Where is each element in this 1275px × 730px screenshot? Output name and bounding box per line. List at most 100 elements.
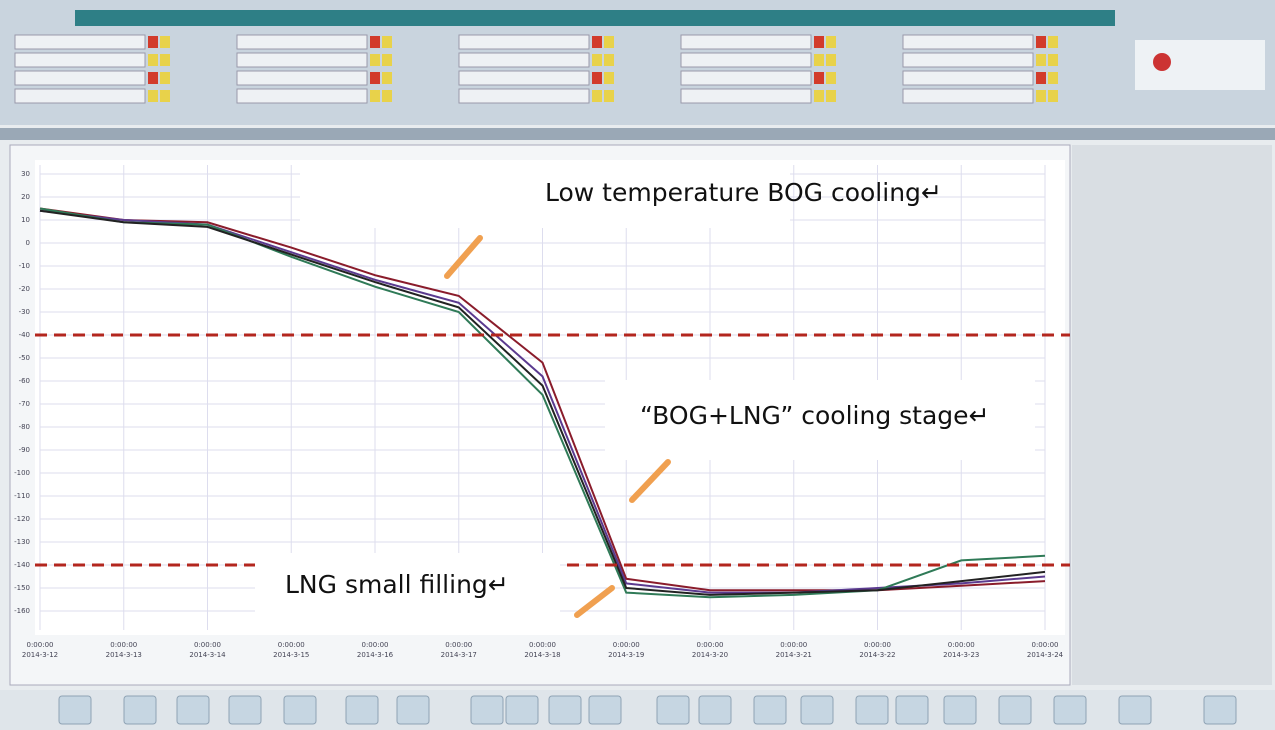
toolbar-button[interactable] bbox=[589, 696, 621, 724]
status-light[interactable] bbox=[370, 54, 380, 66]
toolbar-button[interactable] bbox=[229, 696, 261, 724]
x-tick-time: 0:00:00 bbox=[780, 641, 807, 649]
status-light[interactable] bbox=[370, 72, 380, 84]
status-cell bbox=[237, 71, 367, 85]
status-light[interactable] bbox=[604, 54, 614, 66]
status-light[interactable] bbox=[382, 36, 392, 48]
annotation-text: LNG small filling↵ bbox=[285, 570, 509, 599]
toolbar-button[interactable] bbox=[397, 696, 429, 724]
y-tick-label: -10 bbox=[19, 262, 30, 270]
status-light[interactable] bbox=[148, 90, 158, 102]
status-light[interactable] bbox=[1048, 72, 1058, 84]
status-light[interactable] bbox=[1036, 72, 1046, 84]
status-cell bbox=[459, 53, 589, 67]
status-light[interactable] bbox=[160, 36, 170, 48]
status-light[interactable] bbox=[814, 54, 824, 66]
x-tick-time: 0:00:00 bbox=[278, 641, 305, 649]
splitter bbox=[0, 128, 1275, 140]
toolbar-button[interactable] bbox=[944, 696, 976, 724]
status-light[interactable] bbox=[382, 90, 392, 102]
y-tick-label: -80 bbox=[19, 423, 30, 431]
status-light[interactable] bbox=[1036, 36, 1046, 48]
status-light[interactable] bbox=[826, 90, 836, 102]
toolbar-button[interactable] bbox=[754, 696, 786, 724]
status-cell bbox=[15, 71, 145, 85]
status-light[interactable] bbox=[1036, 54, 1046, 66]
toolbar-button[interactable] bbox=[1119, 696, 1151, 724]
toolbar-button[interactable] bbox=[549, 696, 581, 724]
y-tick-label: -40 bbox=[19, 331, 30, 339]
status-light[interactable] bbox=[160, 54, 170, 66]
toolbar-button[interactable] bbox=[856, 696, 888, 724]
status-cell bbox=[237, 89, 367, 103]
status-light[interactable] bbox=[1036, 90, 1046, 102]
x-tick-label: 2014-3-14 bbox=[189, 651, 226, 659]
status-light[interactable] bbox=[826, 72, 836, 84]
status-cell bbox=[903, 89, 1033, 103]
status-light[interactable] bbox=[382, 72, 392, 84]
toolbar-button[interactable] bbox=[1204, 696, 1236, 724]
status-light[interactable] bbox=[826, 54, 836, 66]
status-light[interactable] bbox=[592, 90, 602, 102]
y-tick-label: -140 bbox=[14, 561, 30, 569]
side-panel bbox=[1072, 145, 1272, 685]
y-tick-label: 10 bbox=[21, 216, 30, 224]
toolbar-button[interactable] bbox=[801, 696, 833, 724]
status-light[interactable] bbox=[604, 72, 614, 84]
status-light[interactable] bbox=[1048, 36, 1058, 48]
status-light[interactable] bbox=[604, 90, 614, 102]
toolbar-button[interactable] bbox=[699, 696, 731, 724]
status-light[interactable] bbox=[1048, 54, 1058, 66]
y-tick-label: 0 bbox=[26, 239, 30, 247]
toolbar-button[interactable] bbox=[346, 696, 378, 724]
toolbar-button[interactable] bbox=[506, 696, 538, 724]
annotation-text: Low temperature BOG cooling↵ bbox=[545, 178, 942, 207]
status-cell bbox=[681, 89, 811, 103]
toolbar-button[interactable] bbox=[896, 696, 928, 724]
x-tick-label: 2014-3-18 bbox=[524, 651, 560, 659]
toolbar-button[interactable] bbox=[471, 696, 503, 724]
status-cell bbox=[459, 71, 589, 85]
y-tick-label: -110 bbox=[14, 492, 30, 500]
toolbar-button[interactable] bbox=[59, 696, 91, 724]
toolbar-button[interactable] bbox=[999, 696, 1031, 724]
y-tick-label: -50 bbox=[19, 354, 30, 362]
status-light[interactable] bbox=[814, 36, 824, 48]
toolbar-button[interactable] bbox=[124, 696, 156, 724]
y-tick-label: -150 bbox=[14, 584, 30, 592]
status-light[interactable] bbox=[826, 36, 836, 48]
status-light[interactable] bbox=[148, 72, 158, 84]
status-cell bbox=[15, 89, 145, 103]
x-tick-time: 0:00:00 bbox=[445, 641, 472, 649]
toolbar-button[interactable] bbox=[1054, 696, 1086, 724]
status-light[interactable] bbox=[370, 90, 380, 102]
status-light[interactable] bbox=[160, 90, 170, 102]
status-light[interactable] bbox=[382, 54, 392, 66]
y-tick-label: -60 bbox=[19, 377, 30, 385]
x-tick-label: 2014-3-16 bbox=[357, 651, 394, 659]
status-light[interactable] bbox=[604, 36, 614, 48]
page: {"chart_data":{"type":"line", "categorie… bbox=[0, 0, 1275, 730]
status-light[interactable] bbox=[1048, 90, 1058, 102]
status-light[interactable] bbox=[592, 72, 602, 84]
x-tick-time: 0:00:00 bbox=[362, 641, 389, 649]
y-tick-label: -130 bbox=[14, 538, 30, 546]
y-tick-label: -30 bbox=[19, 308, 30, 316]
status-light[interactable] bbox=[370, 36, 380, 48]
x-tick-time: 0:00:00 bbox=[1032, 641, 1059, 649]
x-tick-time: 0:00:00 bbox=[697, 641, 724, 649]
status-light[interactable] bbox=[814, 90, 824, 102]
toolbar-button[interactable] bbox=[657, 696, 689, 724]
status-cell bbox=[681, 71, 811, 85]
toolbar-button[interactable] bbox=[284, 696, 316, 724]
status-light[interactable] bbox=[148, 54, 158, 66]
status-light[interactable] bbox=[148, 36, 158, 48]
status-light[interactable] bbox=[592, 54, 602, 66]
status-light[interactable] bbox=[592, 36, 602, 48]
y-tick-label: -160 bbox=[14, 607, 30, 615]
status-light[interactable] bbox=[814, 72, 824, 84]
y-tick-label: -120 bbox=[14, 515, 30, 523]
logo bbox=[1153, 53, 1171, 71]
toolbar-button[interactable] bbox=[177, 696, 209, 724]
status-light[interactable] bbox=[160, 72, 170, 84]
